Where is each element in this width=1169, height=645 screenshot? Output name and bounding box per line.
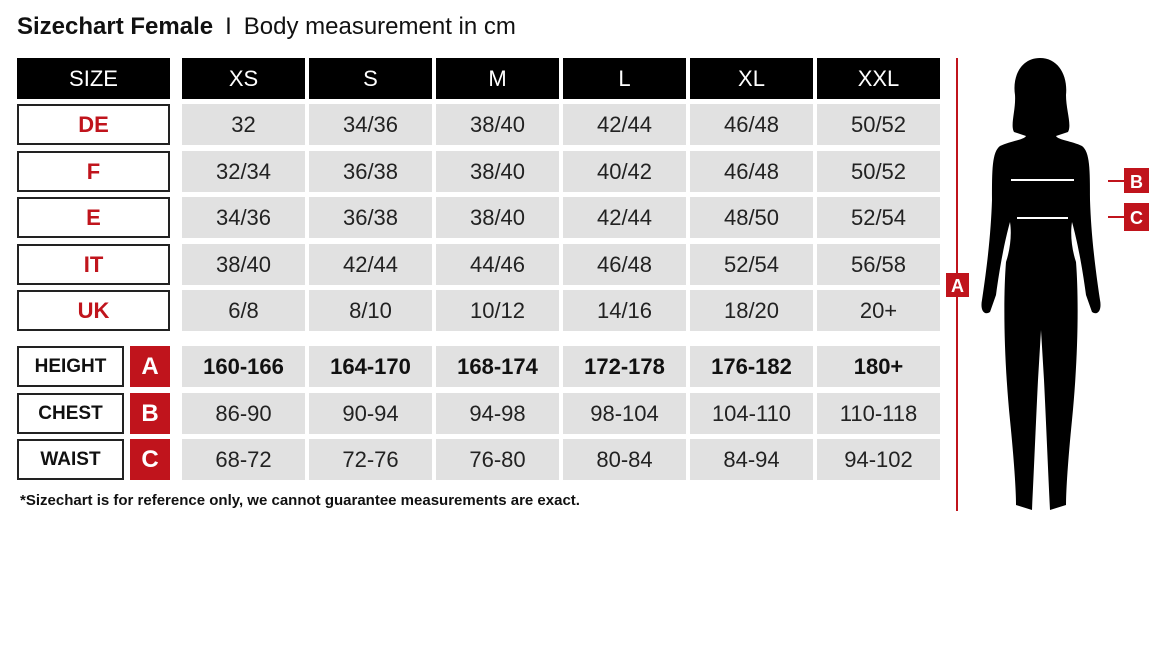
height-marker-badge [946, 273, 969, 297]
title-subtitle: Body measurement in cm [243, 13, 516, 40]
marker-badge-c: C [130, 439, 170, 480]
table-cell: 20+ [817, 290, 940, 331]
table-cell: 36/38 [309, 151, 432, 192]
size-header: SIZE [17, 58, 170, 99]
table-cell: 42/44 [563, 104, 686, 145]
size-header-xxl: XXL [817, 58, 940, 99]
table-cell: 94-102 [817, 439, 940, 480]
table-cell: 46/48 [563, 244, 686, 285]
table-cell: 172-178 [563, 346, 686, 387]
table-cell: 168-174 [436, 346, 559, 387]
table-cell: 72-76 [309, 439, 432, 480]
title-main: Sizechart Female [17, 13, 214, 40]
table-cell: 104-110 [690, 393, 813, 434]
row-label-waist: WAIST [17, 439, 124, 480]
table-cell: 50/52 [817, 151, 940, 192]
table-cell: 8/10 [309, 290, 432, 331]
table-cell: 32/34 [182, 151, 305, 192]
table-cell: 68-72 [182, 439, 305, 480]
table-cell: 18/20 [690, 290, 813, 331]
table-cell: 10/12 [436, 290, 559, 331]
chest-marker-badge [1124, 168, 1149, 193]
row-label-height: HEIGHT [17, 346, 124, 387]
table-cell: 6/8 [182, 290, 305, 331]
size-header-l: L [563, 58, 686, 99]
table-cell: 14/16 [563, 290, 686, 331]
table-cell: 94-98 [436, 393, 559, 434]
row-label-de: DE [17, 104, 170, 145]
size-header-xs: XS [182, 58, 305, 99]
row-label-chest: CHEST [17, 393, 124, 434]
table-cell: 86-90 [182, 393, 305, 434]
table-cell: 52/54 [817, 197, 940, 238]
table-cell: 36/38 [309, 197, 432, 238]
table-cell: 42/44 [309, 244, 432, 285]
table-cell: 80-84 [563, 439, 686, 480]
footnote: *Sizechart is for reference only, we can… [20, 492, 580, 509]
page-title: Sizechart Female I Body measurement in cm [17, 13, 516, 41]
table-cell: 38/40 [182, 244, 305, 285]
waist-marker-badge [1124, 203, 1149, 231]
title-separator: I [225, 13, 232, 40]
row-label-e: E [17, 197, 170, 238]
row-label-uk: UK [17, 290, 170, 331]
table-cell: 56/58 [817, 244, 940, 285]
table-cell: 42/44 [563, 197, 686, 238]
row-label-it: IT [17, 244, 170, 285]
marker-badge-b: B [130, 393, 170, 434]
table-cell: 52/54 [690, 244, 813, 285]
table-cell: 38/40 [436, 197, 559, 238]
size-header-s: S [309, 58, 432, 99]
marker-badge-a: A [130, 346, 170, 387]
table-cell: 32 [182, 104, 305, 145]
table-cell: 180+ [817, 346, 940, 387]
table-cell: 34/36 [182, 197, 305, 238]
table-cell: 40/42 [563, 151, 686, 192]
size-header-m: M [436, 58, 559, 99]
table-cell: 38/40 [436, 104, 559, 145]
table-cell: 38/40 [436, 151, 559, 192]
table-cell: 48/50 [690, 197, 813, 238]
table-cell: 110-118 [817, 393, 940, 434]
table-cell: 44/46 [436, 244, 559, 285]
table-cell: 46/48 [690, 104, 813, 145]
chest-marker-label: B [1130, 172, 1143, 192]
table-cell: 76-80 [436, 439, 559, 480]
height-marker-label: A [951, 276, 964, 296]
table-cell: 90-94 [309, 393, 432, 434]
table-cell: 160-166 [182, 346, 305, 387]
table-cell: 34/36 [309, 104, 432, 145]
row-label-f: F [17, 151, 170, 192]
table-cell: 176-182 [690, 346, 813, 387]
size-header-xl: XL [690, 58, 813, 99]
woman-silhouette-icon [981, 58, 1101, 510]
table-cell: 98-104 [563, 393, 686, 434]
table-cell: 46/48 [690, 151, 813, 192]
waist-marker-label: C [1130, 208, 1143, 228]
table-cell: 84-94 [690, 439, 813, 480]
table-cell: 50/52 [817, 104, 940, 145]
table-cell: 164-170 [309, 346, 432, 387]
